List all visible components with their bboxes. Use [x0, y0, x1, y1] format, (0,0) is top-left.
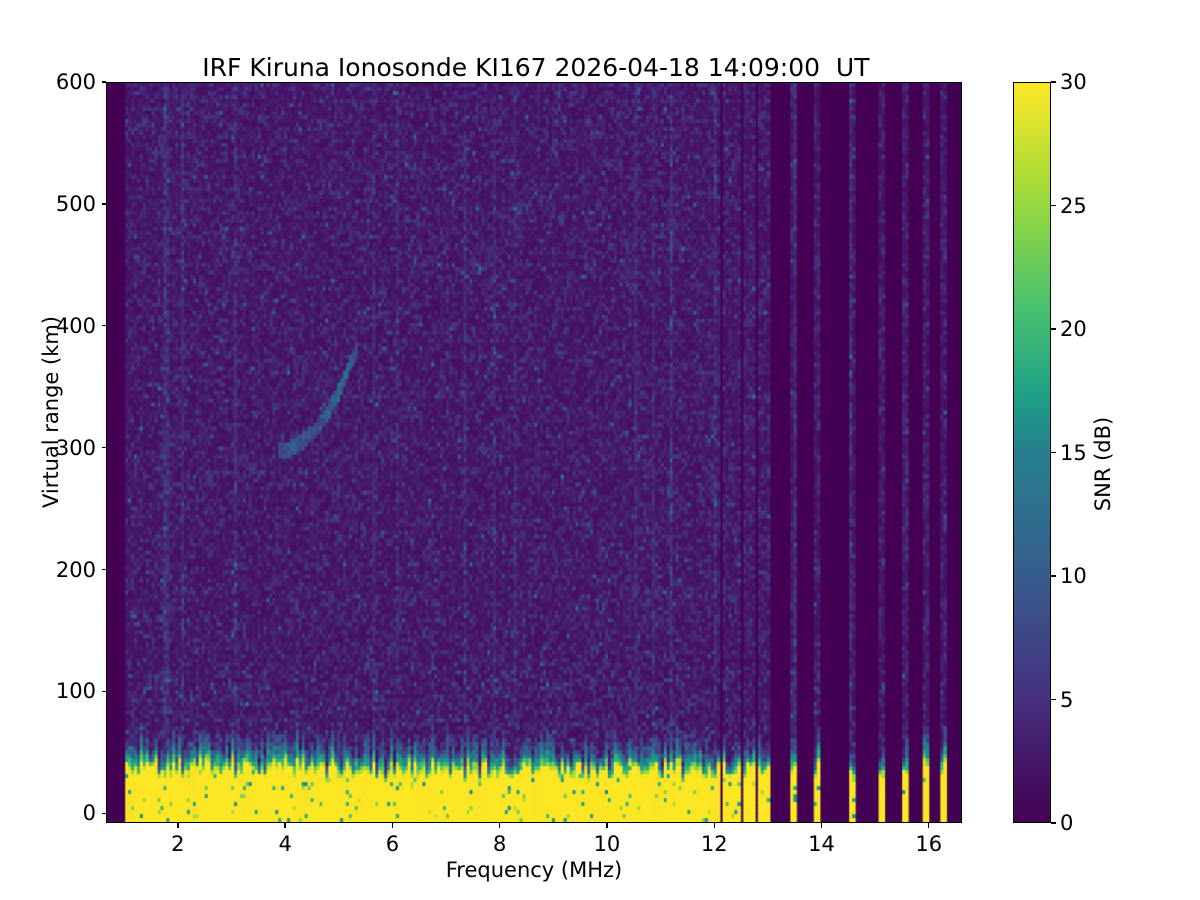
y-tick-label: 300: [55, 435, 96, 460]
y-tick-label: 600: [55, 70, 96, 94]
y-tick-mark: [102, 203, 106, 205]
y-tick-label: 500: [55, 191, 96, 216]
x-tick-mark: [928, 823, 930, 828]
y-axis-label: Virtual range (km): [39, 315, 63, 509]
colorbar-tick-label: 25: [1060, 193, 1087, 218]
colorbar-tick-mark: [1051, 698, 1056, 701]
x-tick-label: 2: [171, 832, 185, 856]
colorbar-tick-mark: [1051, 822, 1056, 824]
x-tick-mark: [284, 823, 286, 828]
x-tick-label: 10: [593, 832, 621, 856]
colorbar-tick-mark: [1051, 575, 1056, 577]
x-tick-mark: [177, 823, 179, 828]
x-tick-mark: [820, 823, 823, 828]
y-tick-mark: [102, 446, 106, 449]
y-tick-label: 100: [55, 679, 96, 704]
y-tick-mark: [102, 325, 106, 327]
y-tick-mark: [102, 690, 106, 693]
x-tick-mark: [498, 823, 501, 828]
colorbar-tick-label: 10: [1060, 564, 1087, 588]
colorbar-label: SNR (dB): [1091, 416, 1115, 512]
y-tick-label: 400: [55, 313, 96, 338]
y-tick-mark: [102, 81, 106, 83]
colorbar-gradient: [1013, 82, 1051, 823]
title-line-1: IRF Kiruna Ionosonde KI167 2026-04-18 14…: [202, 53, 870, 82]
x-tick-mark: [713, 823, 715, 828]
x-tick-label: 14: [808, 832, 835, 856]
colorbar-tick-label: 30: [1060, 70, 1087, 94]
y-tick-label: 200: [55, 557, 96, 582]
y-tick-mark: [102, 812, 106, 814]
colorbar-tick-label: 15: [1060, 440, 1087, 465]
x-tick-label: 8: [492, 832, 507, 856]
ionogram-heatmap: [107, 83, 961, 822]
x-tick-label: 16: [915, 832, 943, 856]
x-tick-label: 6: [385, 832, 400, 856]
x-tick-label: 12: [700, 832, 728, 856]
y-tick-label: 0: [82, 801, 96, 826]
colorbar-tick-label: 0: [1060, 811, 1074, 835]
colorbar-tick-mark: [1051, 204, 1056, 207]
colorbar-tick-mark: [1051, 328, 1056, 330]
x-axis-label: Frequency (MHz): [445, 858, 623, 882]
x-tick-mark: [606, 823, 608, 828]
colorbar-tick-mark: [1051, 451, 1056, 454]
y-tick-mark: [102, 568, 106, 571]
colorbar-tick-label: 5: [1060, 687, 1074, 712]
colorbar-tick-label: 20: [1060, 317, 1087, 341]
ionogram-plot-area: [106, 82, 962, 823]
x-tick-mark: [391, 823, 394, 828]
colorbar-tick-mark: [1051, 81, 1056, 83]
x-tick-label: 4: [278, 832, 292, 856]
